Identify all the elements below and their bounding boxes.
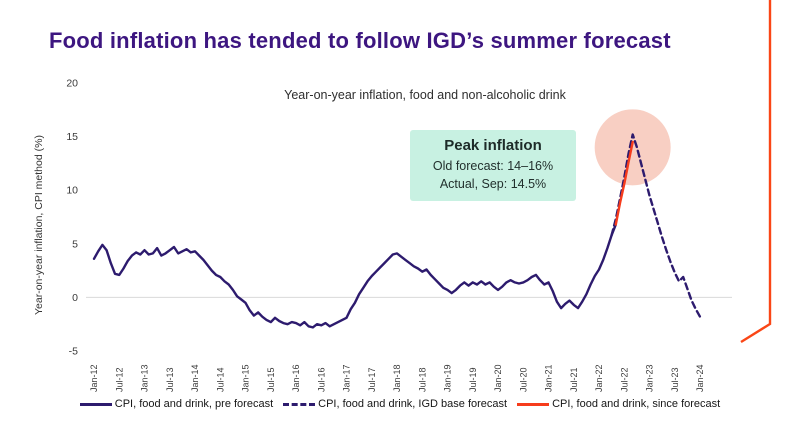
x-tick-label: Jan-18 bbox=[392, 364, 402, 392]
legend-label: CPI, food and drink, pre forecast bbox=[114, 398, 274, 410]
callout-old-forecast: Old forecast: 14–16% bbox=[432, 159, 554, 173]
x-tick-label: Jan-19 bbox=[443, 364, 453, 392]
x-tick-label: Jul-15 bbox=[266, 367, 276, 392]
y-tick-label: -5 bbox=[69, 346, 78, 358]
x-tick-label: Jul-23 bbox=[670, 367, 680, 392]
page-title: Food inflation has tended to follow IGD’… bbox=[49, 28, 671, 53]
y-tick-label: 15 bbox=[66, 131, 78, 143]
legend-label: CPI, food and drink, IGD base forecast bbox=[318, 398, 508, 410]
x-tick-label: Jan-14 bbox=[190, 364, 200, 392]
series-line-igd-forecast bbox=[610, 133, 702, 318]
x-tick-label: Jul-17 bbox=[367, 367, 377, 392]
chart-legend: CPI, food and drink, pre forecast CPI, f… bbox=[0, 398, 800, 410]
x-tick-label: Jul-13 bbox=[165, 367, 175, 392]
callout-actual: Actual, Sep: 14.5% bbox=[439, 177, 547, 192]
decorative-brand-line bbox=[740, 0, 772, 344]
x-tick-label: Jul-18 bbox=[417, 367, 427, 392]
x-tick-label: Jan-22 bbox=[594, 364, 604, 392]
legend-item-since-forecast: CPI, food and drink, since forecast bbox=[517, 398, 720, 410]
x-tick-label: Jul-12 bbox=[114, 367, 124, 392]
solid-purple-line-swatch bbox=[79, 402, 112, 406]
y-tick-label: 0 bbox=[72, 292, 78, 304]
legend-label: CPI, food and drink, since forecast bbox=[552, 398, 721, 410]
x-tick-label: Jan-13 bbox=[140, 364, 150, 392]
y-tick-label: 10 bbox=[66, 185, 78, 197]
peak-inflation-callout: Peak inflation Old forecast: 14–16% Actu… bbox=[410, 130, 576, 202]
x-tick-label: Jul-14 bbox=[215, 367, 225, 392]
series-line-pre-forecast bbox=[92, 223, 617, 329]
callout-title: Peak inflation bbox=[444, 137, 542, 154]
solid-red-line-swatch bbox=[517, 402, 550, 406]
x-tick-label: Jan-16 bbox=[291, 364, 301, 392]
y-axis-label: Year-on-year inflation, CPI method (%) bbox=[33, 135, 45, 315]
x-tick-label: Jul-22 bbox=[619, 367, 629, 392]
x-tick-label: Jan-23 bbox=[645, 364, 655, 392]
y-tick-label: 5 bbox=[72, 238, 78, 250]
x-tick-label: Jan-12 bbox=[89, 364, 99, 392]
x-tick-label: Jan-20 bbox=[493, 364, 503, 392]
x-tick-label: Jan-24 bbox=[695, 364, 705, 392]
series-line-since-forecast bbox=[614, 140, 634, 226]
x-tick-label: Jan-21 bbox=[544, 364, 554, 392]
x-tick-label: Jul-16 bbox=[316, 367, 326, 392]
x-tick-label: Jan-17 bbox=[342, 364, 352, 392]
x-tick-label: Jan-15 bbox=[241, 364, 251, 392]
legend-item-igd-base-forecast: CPI, food and drink, IGD base forecast bbox=[283, 398, 507, 410]
y-tick-label: 20 bbox=[66, 78, 78, 90]
x-tick-label: Jul-20 bbox=[518, 367, 528, 392]
dashed-purple-line-swatch bbox=[283, 402, 316, 406]
legend-item-pre-forecast: CPI, food and drink, pre forecast bbox=[79, 398, 274, 410]
x-tick-label: Jul-19 bbox=[468, 367, 478, 392]
x-tick-label: Jul-21 bbox=[569, 367, 579, 392]
chart-subtitle: Year-on-year inflation, food and non-alc… bbox=[284, 88, 566, 102]
